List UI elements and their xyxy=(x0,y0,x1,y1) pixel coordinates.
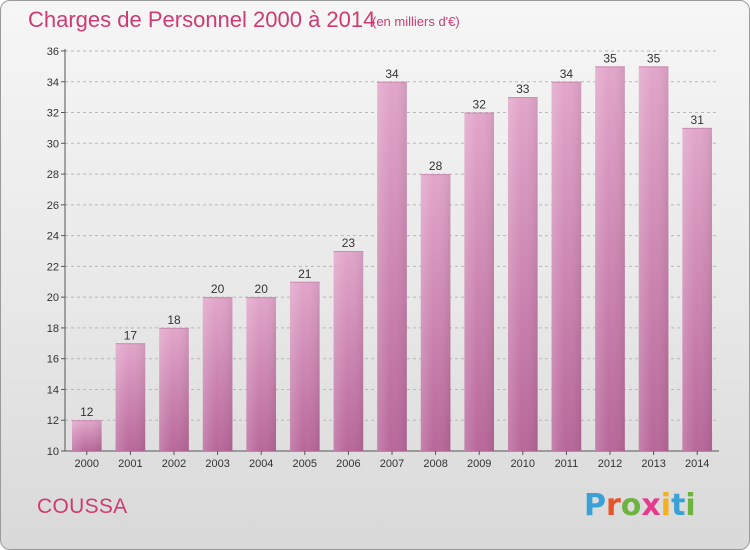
value-label: 31 xyxy=(691,113,705,127)
y-tick-label: 20 xyxy=(47,292,59,304)
x-tick-label: 2001 xyxy=(118,458,142,470)
y-tick-label: 32 xyxy=(47,108,59,120)
bar-shade xyxy=(507,97,538,452)
x-tick-label: 2013 xyxy=(641,458,665,470)
x-tick-label: 2012 xyxy=(598,458,622,470)
y-tick-label: 12 xyxy=(47,415,59,427)
value-label: 33 xyxy=(516,82,530,96)
y-tick-label: 24 xyxy=(47,231,59,243)
y-tick-label: 10 xyxy=(47,446,59,458)
logo-letter: i xyxy=(660,488,672,523)
bar-shade xyxy=(246,297,277,451)
bar-shade xyxy=(377,81,407,452)
value-label: 34 xyxy=(560,67,574,81)
value-label: 32 xyxy=(473,98,487,112)
logo-letter: x xyxy=(641,488,661,523)
proxiti-logo: Proxiti xyxy=(584,488,696,523)
y-tick-label: 36 xyxy=(47,46,59,58)
x-tick-label: 2003 xyxy=(205,458,229,470)
bar-shade xyxy=(71,420,102,451)
x-tick-label: 2000 xyxy=(75,458,99,470)
value-label: 23 xyxy=(342,236,356,250)
x-tick-label: 2008 xyxy=(423,458,447,470)
x-tick-label: 2007 xyxy=(380,458,404,470)
logo-letter: o xyxy=(620,488,642,523)
bar-shade xyxy=(333,251,364,451)
y-tick-label: 18 xyxy=(47,323,59,335)
bar-shade xyxy=(115,343,146,451)
value-label: 34 xyxy=(385,67,399,81)
x-tick-label: 2004 xyxy=(249,458,273,470)
x-tick-label: 2005 xyxy=(293,458,317,470)
value-label: 35 xyxy=(647,51,661,65)
y-tick-label: 34 xyxy=(47,77,59,89)
x-tick-label: 2006 xyxy=(336,458,360,470)
y-tick-label: 30 xyxy=(47,138,59,150)
y-tick-label: 22 xyxy=(47,261,59,273)
value-label: 18 xyxy=(167,313,181,327)
bar-shade xyxy=(420,174,451,452)
commune-name: COUSSA xyxy=(37,495,128,518)
value-label: 20 xyxy=(211,282,225,296)
chart-title: Charges de Personnel 2000 à 2014 xyxy=(28,7,376,32)
bar-shade xyxy=(159,327,189,451)
bar-shade xyxy=(551,81,582,452)
bar-shade xyxy=(682,127,713,451)
value-label: 20 xyxy=(255,282,269,296)
x-tick-label: 2002 xyxy=(162,458,186,470)
x-tick-label: 2010 xyxy=(511,458,535,470)
value-label: 12 xyxy=(80,405,94,419)
x-tick-label: 2014 xyxy=(685,458,709,470)
bar-shade xyxy=(595,66,625,451)
bar-shade xyxy=(289,281,320,451)
y-tick-label: 14 xyxy=(47,384,59,396)
y-tick-label: 26 xyxy=(47,200,59,212)
logo-letter: t xyxy=(671,488,686,523)
chart-unit: (en milliers d'€) xyxy=(372,14,460,29)
logo-letter: P xyxy=(584,488,606,523)
y-tick-label: 16 xyxy=(47,354,59,366)
value-label: 28 xyxy=(429,159,443,173)
logo-letter: r xyxy=(606,488,621,523)
bar-shade xyxy=(202,297,233,451)
x-tick-label: 2011 xyxy=(555,458,579,470)
bar-shade xyxy=(638,66,669,451)
logo-letter: i xyxy=(685,488,696,523)
value-label: 17 xyxy=(124,328,138,342)
y-tick-label: 28 xyxy=(47,169,59,181)
value-label: 35 xyxy=(603,51,617,65)
bar-shade xyxy=(464,112,495,452)
value-label: 21 xyxy=(298,267,312,281)
x-tick-label: 2009 xyxy=(467,458,491,470)
